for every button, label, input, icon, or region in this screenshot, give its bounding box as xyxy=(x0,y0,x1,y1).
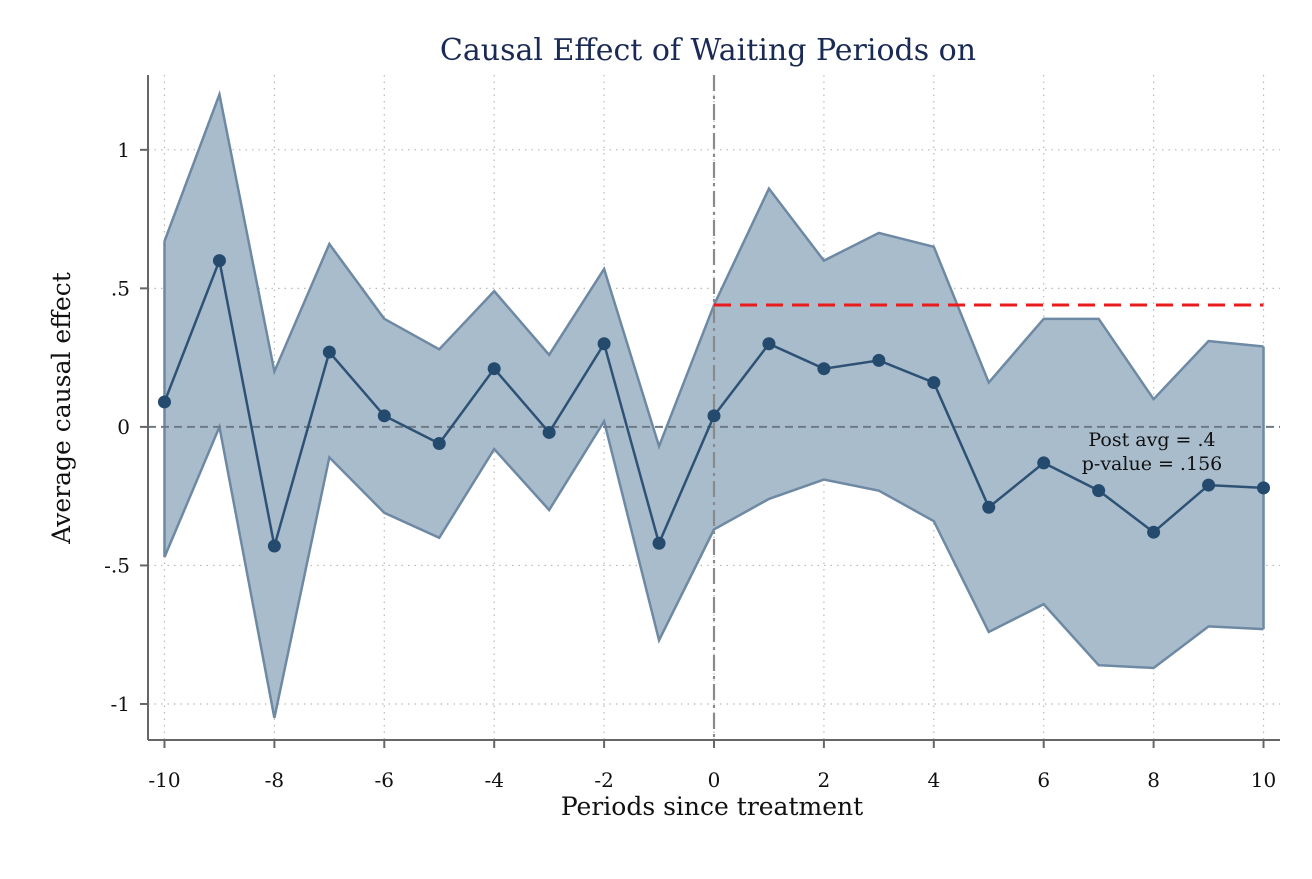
x-tick-label: -2 xyxy=(594,768,613,792)
estimate-point xyxy=(652,536,666,550)
estimate-point xyxy=(1202,478,1216,492)
x-tick-label: 8 xyxy=(1147,768,1160,792)
estimate-point xyxy=(157,395,171,409)
y-tick-label: .5 xyxy=(111,276,130,300)
ci-lower-line xyxy=(163,418,1264,719)
estimate-point xyxy=(872,353,886,367)
x-tick-label: -4 xyxy=(484,768,503,792)
y-tick-label: 0 xyxy=(117,415,130,439)
estimate-point xyxy=(432,437,446,451)
post-avg-annotation: Post avg = .4 xyxy=(1088,429,1215,451)
x-axis-label: Periods since treatment xyxy=(561,792,863,821)
estimate-point xyxy=(377,409,391,423)
estimate-point xyxy=(1092,484,1106,498)
y-axis-label: Average causal effect xyxy=(47,272,76,545)
estimate-point xyxy=(322,345,336,359)
x-tick-label: 2 xyxy=(818,768,831,792)
estimate-point xyxy=(927,376,941,390)
estimate-point xyxy=(1147,525,1161,539)
chart-title: Causal Effect of Waiting Periods on xyxy=(440,33,976,68)
x-tick-label: -10 xyxy=(148,768,180,792)
estimate-point xyxy=(597,337,611,351)
y-tick-label: 1 xyxy=(117,138,130,162)
y-tick-label: -.5 xyxy=(104,553,130,577)
estimate-point xyxy=(1037,456,1051,470)
estimate-point xyxy=(542,425,556,439)
x-tick-label: -6 xyxy=(375,768,394,792)
x-tick-label: 4 xyxy=(927,768,940,792)
p-value-annotation: p-value = .156 xyxy=(1082,453,1223,475)
estimate-point xyxy=(267,539,281,553)
x-tick-label: 6 xyxy=(1037,768,1050,792)
estimate-point xyxy=(212,254,226,268)
estimate-point xyxy=(1257,481,1271,495)
estimate-point xyxy=(707,409,721,423)
y-tick-label: -1 xyxy=(111,692,130,716)
x-tick-label: 0 xyxy=(708,768,721,792)
x-tick-label: -8 xyxy=(265,768,284,792)
estimate-point xyxy=(982,500,996,514)
estimate-point xyxy=(762,337,776,351)
x-tick-label: 10 xyxy=(1251,768,1276,792)
estimate-point xyxy=(817,362,831,376)
estimate-point xyxy=(487,362,501,376)
